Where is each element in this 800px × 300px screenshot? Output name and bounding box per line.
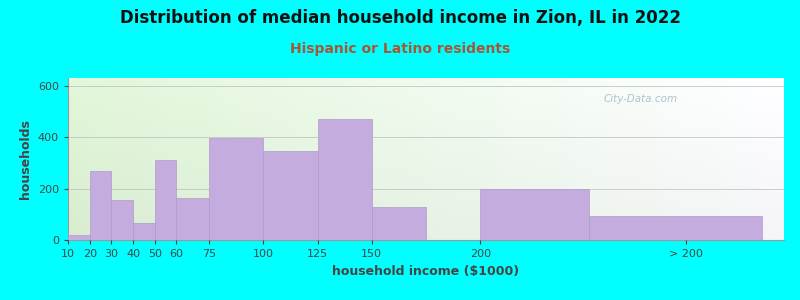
Bar <box>68 235 90 240</box>
Bar <box>111 200 133 240</box>
Bar <box>90 171 111 240</box>
Bar <box>263 151 318 240</box>
Bar <box>372 207 426 240</box>
Bar <box>318 119 372 240</box>
Text: Distribution of median household income in Zion, IL in 2022: Distribution of median household income … <box>119 9 681 27</box>
Text: Hispanic or Latino residents: Hispanic or Latino residents <box>290 42 510 56</box>
Bar <box>209 138 263 240</box>
Bar <box>589 216 762 240</box>
Y-axis label: households: households <box>19 119 32 199</box>
Bar <box>154 160 177 240</box>
Bar <box>480 189 589 240</box>
Bar <box>177 198 209 240</box>
Text: City-Data.com: City-Data.com <box>604 94 678 104</box>
Bar <box>133 223 154 240</box>
X-axis label: household income ($1000): household income ($1000) <box>333 265 519 278</box>
